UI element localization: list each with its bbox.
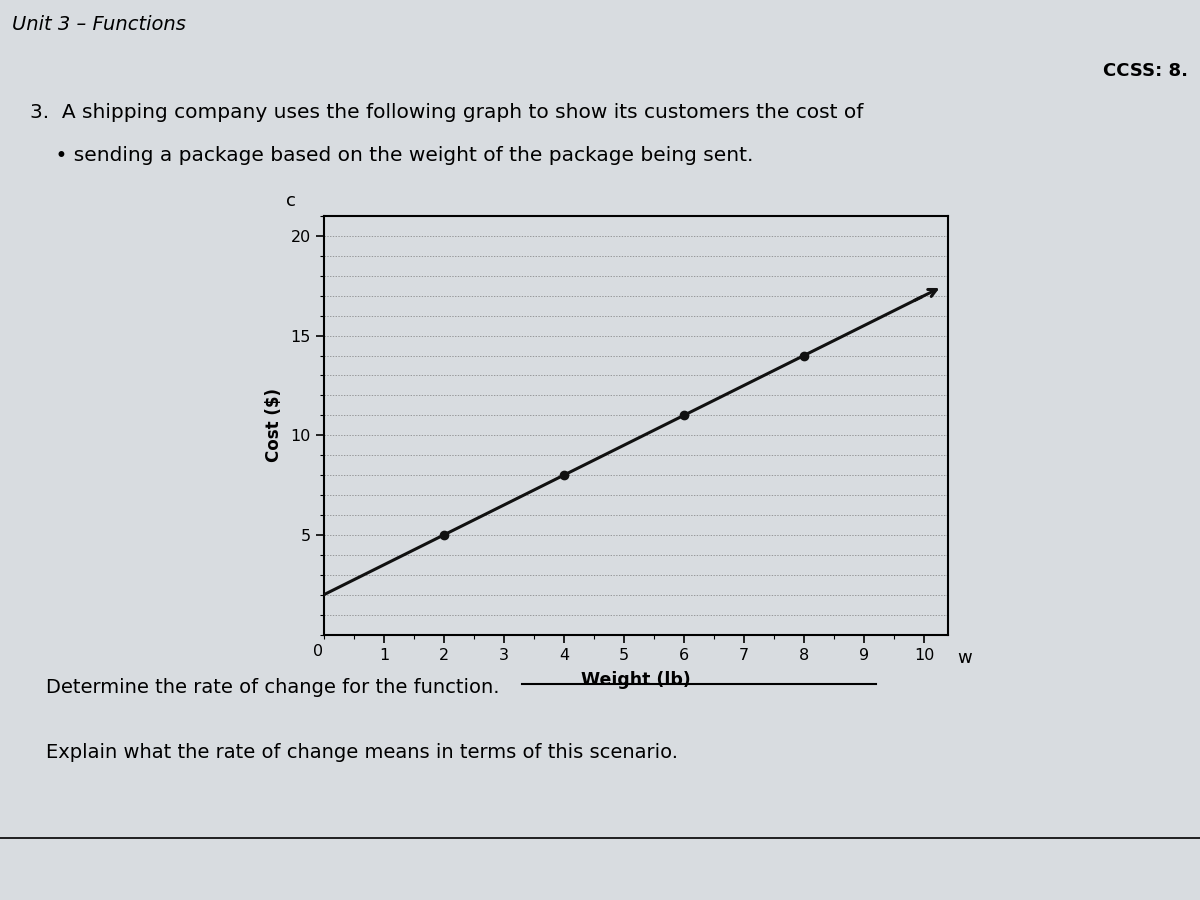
Text: w: w <box>958 650 972 668</box>
Text: 0: 0 <box>313 644 323 660</box>
Text: • sending a package based on the weight of the package being sent.: • sending a package based on the weight … <box>30 146 754 166</box>
Y-axis label: Cost ($): Cost ($) <box>265 388 283 463</box>
Text: 3.  A shipping company uses the following graph to show its customers the cost o: 3. A shipping company uses the following… <box>30 103 863 122</box>
Text: CCSS: 8.: CCSS: 8. <box>1103 62 1188 80</box>
Text: Unit 3 – Functions: Unit 3 – Functions <box>12 15 186 34</box>
Text: c: c <box>286 192 296 210</box>
X-axis label: Weight (lb): Weight (lb) <box>581 671 691 689</box>
Text: Explain what the rate of change means in terms of this scenario.: Explain what the rate of change means in… <box>46 743 678 762</box>
Text: Determine the rate of change for the function.: Determine the rate of change for the fun… <box>46 678 499 697</box>
